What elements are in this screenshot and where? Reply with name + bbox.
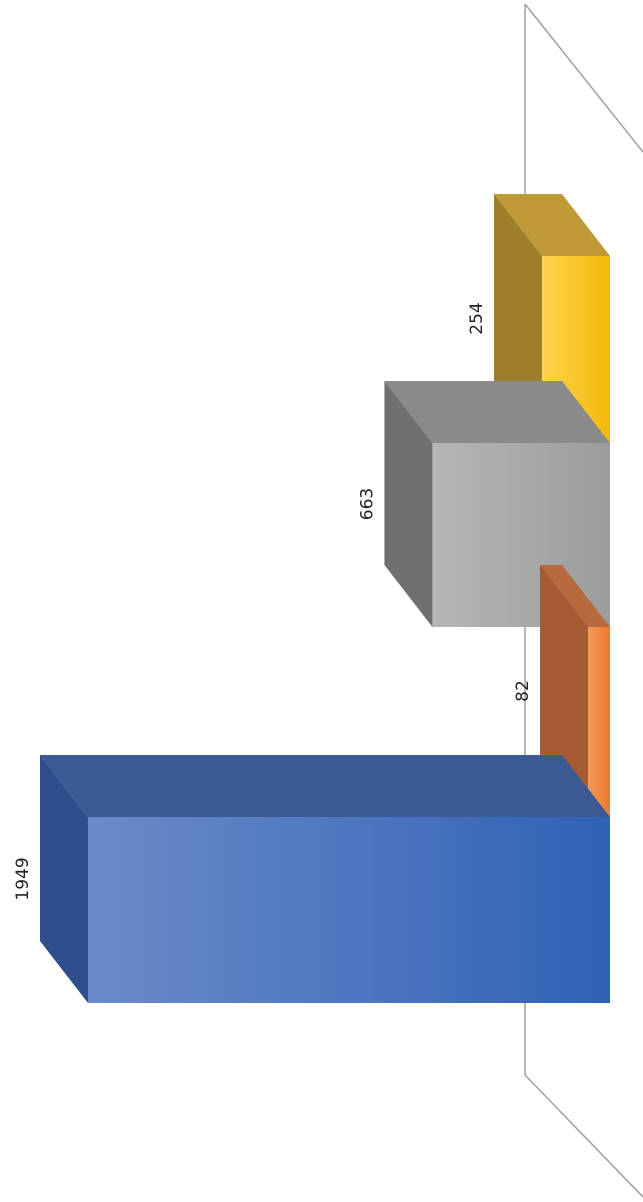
bar-0-end-face [40,755,88,1003]
bar-1-front-face [588,627,610,817]
bar-0-top-face [40,755,610,817]
bars-layer [40,194,610,1003]
bar-0-front-face [88,817,610,1003]
bar-2-end-face [384,381,433,627]
data-label-2: 663 [357,488,377,520]
bar-1-top-face [540,565,610,627]
bar-1 [540,565,610,817]
data-label-1: 82 [513,680,533,702]
bar-2-top-face [384,381,610,443]
data-label-0: 1949 [13,857,33,900]
bar-0 [40,755,610,1003]
bar-3-top-face [493,194,610,256]
labels-layer: 254 663 82 1949 [13,302,533,900]
bar-1-end-face [540,565,589,817]
floor-edge-top [524,3,643,153]
data-label-3: 254 [467,302,487,334]
bar-3-end-face [493,194,542,443]
